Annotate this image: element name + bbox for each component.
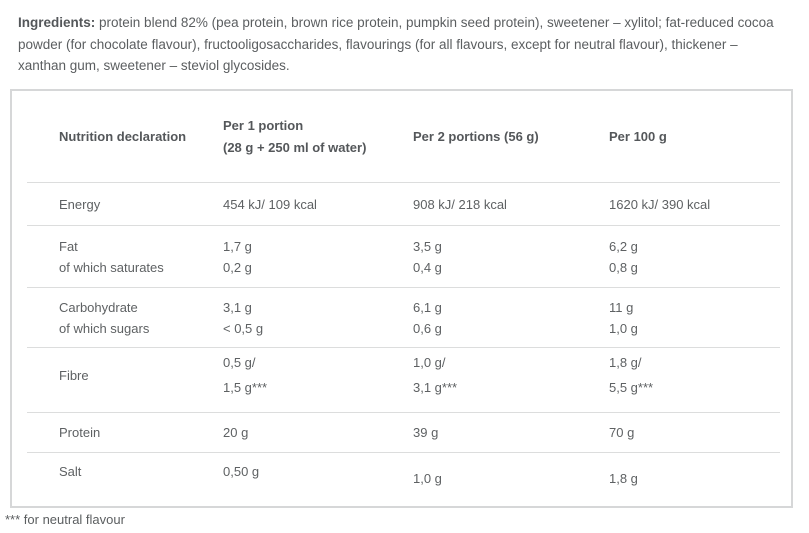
table-row-energy: Energy 454 kJ/ 109 kcal 908 kJ/ 218 kcal… — [27, 182, 780, 225]
row-label-cell: Fibre — [27, 363, 223, 398]
cell-line: 0,50 g — [223, 464, 260, 479]
per-100-g-cell: 70 g — [609, 422, 780, 443]
cell-line: 70 g — [609, 425, 635, 440]
per-2-portions-cell: 908 kJ/ 218 kcal — [413, 194, 609, 215]
cell-line: 6,2 g — [609, 238, 638, 254]
ingredients-paragraph: Ingredients: protein blend 82% (pea prot… — [18, 12, 788, 77]
per-100-g-cell: 1,8 g — [609, 453, 780, 489]
cell-line: 1,5 g*** — [223, 380, 268, 395]
row-label-cell: Protein — [27, 422, 223, 443]
row-label-cell: Fat of which saturates — [27, 236, 223, 278]
per-1-portion-cell: 1,7 g 0,2 g — [223, 236, 413, 278]
cell-line: 1,7 g — [223, 238, 252, 254]
cell-line: 908 kJ/ 218 kcal — [413, 196, 507, 212]
table-header-row: Nutrition declaration Per 1 portion (28 … — [27, 91, 780, 182]
per-100-g-cell: 1620 kJ/ 390 kcal — [609, 194, 780, 215]
per-100-g-cell: 11 g 1,0 g — [609, 297, 780, 339]
cell-line: Carbohydrate — [59, 299, 138, 315]
cell-line: 3,1 g*** — [413, 380, 458, 395]
cell-line: < 0,5 g — [223, 320, 264, 336]
cell-line: of which saturates — [59, 259, 164, 275]
cell-line: 1,0 g — [609, 320, 638, 336]
per-1-portion-cell: 20 g — [223, 422, 413, 443]
per-1-portion-cell: 0,50 g — [223, 453, 413, 482]
cell-line: 0,4 g — [413, 259, 442, 275]
cell-line: of which sugars — [59, 320, 150, 336]
table-row-fat: Fat of which saturates 1,7 g 0,2 g 3,5 g… — [27, 225, 780, 287]
cell-line: 20 g — [223, 425, 249, 440]
footnote: *** for neutral flavour — [5, 512, 125, 527]
cell-line: 5,5 g*** — [609, 380, 654, 395]
per-1-portion-cell: 454 kJ/ 109 kcal — [223, 194, 413, 215]
cell-line: Fat — [59, 238, 78, 254]
cell-line: 3,5 g — [413, 238, 442, 254]
per-1-portion-cell: 0,5 g/ 1,5 g*** — [223, 350, 413, 410]
cell-line: 11 g — [609, 299, 634, 315]
cell-line: 3,1 g — [223, 299, 252, 315]
header-text: (28 g + 250 ml of water) — [223, 139, 367, 155]
nutrition-declaration-table: Nutrition declaration Per 1 portion (28 … — [10, 89, 793, 508]
per-2-portions-cell: 1,0 g/ 3,1 g*** — [413, 350, 609, 410]
cell-line: 454 kJ/ 109 kcal — [223, 196, 317, 212]
header-per-2-portions: Per 2 portions (56 g) — [413, 126, 609, 148]
per-2-portions-cell: 39 g — [413, 422, 609, 443]
per-2-portions-cell: 6,1 g 0,6 g — [413, 297, 609, 339]
cell-line: 1,8 g/ — [609, 355, 642, 370]
header-per-100-g: Per 100 g — [609, 126, 780, 148]
per-2-portions-cell: 3,5 g 0,4 g — [413, 236, 609, 278]
row-label-cell: Energy — [27, 194, 223, 215]
header-text: Per 1 portion — [223, 117, 304, 133]
ingredients-label: Ingredients: — [18, 15, 96, 30]
ingredients-text: protein blend 82% (pea protein, brown ri… — [18, 15, 774, 73]
per-100-g-cell: 1,8 g/ 5,5 g*** — [609, 350, 780, 410]
cell-line: 0,5 g/ — [223, 355, 256, 370]
header-text: Per 2 portions (56 g) — [413, 128, 539, 144]
cell-line: 0,8 g — [609, 259, 638, 275]
cell-line: Energy — [59, 196, 101, 212]
header-text: Nutrition declaration — [59, 128, 187, 144]
cell-line: Protein — [59, 425, 101, 440]
cell-line: 1,8 g — [609, 471, 638, 486]
table-row-salt: Salt 0,50 g 1,0 g 1,8 g — [27, 452, 780, 506]
row-label-cell: Salt — [27, 453, 223, 482]
table-row-protein: Protein 20 g 39 g 70 g — [27, 412, 780, 452]
cell-line: Salt — [59, 464, 82, 479]
per-100-g-cell: 6,2 g 0,8 g — [609, 236, 780, 278]
row-label-cell: Carbohydrate of which sugars — [27, 297, 223, 339]
header-text: Per 100 g — [609, 128, 667, 144]
per-1-portion-cell: 3,1 g < 0,5 g — [223, 297, 413, 339]
cell-line: 0,2 g — [223, 259, 252, 275]
cell-line: 1,0 g — [413, 471, 442, 486]
cell-line: 39 g — [413, 425, 439, 440]
table-row-carbohydrate: Carbohydrate of which sugars 3,1 g < 0,5… — [27, 287, 780, 347]
header-nutrition-declaration: Nutrition declaration — [27, 126, 223, 148]
cell-line: Fibre — [59, 367, 89, 383]
cell-line: 6,1 g — [413, 299, 442, 315]
cell-line: 1,0 g/ — [413, 355, 446, 370]
header-per-1-portion: Per 1 portion (28 g + 250 ml of water) — [223, 115, 413, 159]
cell-line: 0,6 g — [413, 320, 442, 336]
per-2-portions-cell: 1,0 g — [413, 453, 609, 489]
table-row-fibre: Fibre 0,5 g/ 1,5 g*** 1,0 g/ 3,1 g*** 1,… — [27, 347, 780, 412]
cell-line: 1620 kJ/ 390 kcal — [609, 196, 711, 212]
